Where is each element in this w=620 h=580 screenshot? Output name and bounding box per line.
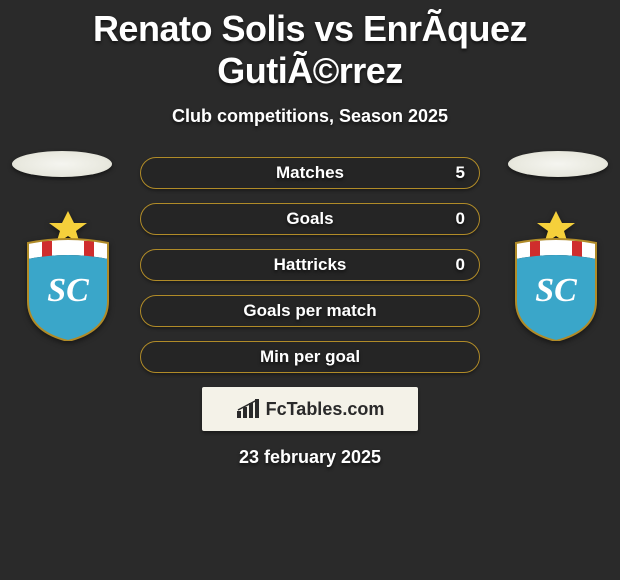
stat-value-right: 5 [456,163,465,183]
stat-bar: Hattricks0 [140,249,480,281]
stat-value-right: 0 [456,209,465,229]
stat-bar: Goals per match [140,295,480,327]
stat-value-right: 0 [456,255,465,275]
shield-icon: SC [18,211,118,341]
stat-bar: Min per goal [140,341,480,373]
date-label: 23 february 2025 [0,447,620,468]
page-title: Renato Solis vs EnrÃ­quez GutiÃ©rrez [0,8,620,92]
club-crest-right: SC [506,211,606,341]
stat-label: Hattricks [141,255,479,275]
stat-label: Goals per match [141,301,479,321]
content-area: SC SC Matches5Goals0Hattricks0Goals per … [0,157,620,468]
brand-badge[interactable]: FcTables.com [202,387,418,431]
svg-text:SC: SC [47,272,89,309]
club-crest-left: SC [18,211,118,341]
svg-text:SC: SC [535,272,577,309]
stat-label: Goals [141,209,479,229]
brand-text: FcTables.com [266,399,385,420]
stat-label: Matches [141,163,479,183]
stat-bar: Matches5 [140,157,480,189]
player-left-headshot [12,151,112,177]
subtitle: Club competitions, Season 2025 [0,106,620,127]
shield-icon: SC [506,211,606,341]
stat-label: Min per goal [141,347,479,367]
stat-bars: Matches5Goals0Hattricks0Goals per matchM… [140,157,480,373]
comparison-widget: Renato Solis vs EnrÃ­quez GutiÃ©rrez Clu… [0,0,620,468]
bar-chart-icon [236,399,260,419]
stat-bar: Goals0 [140,203,480,235]
player-right-headshot [508,151,608,177]
